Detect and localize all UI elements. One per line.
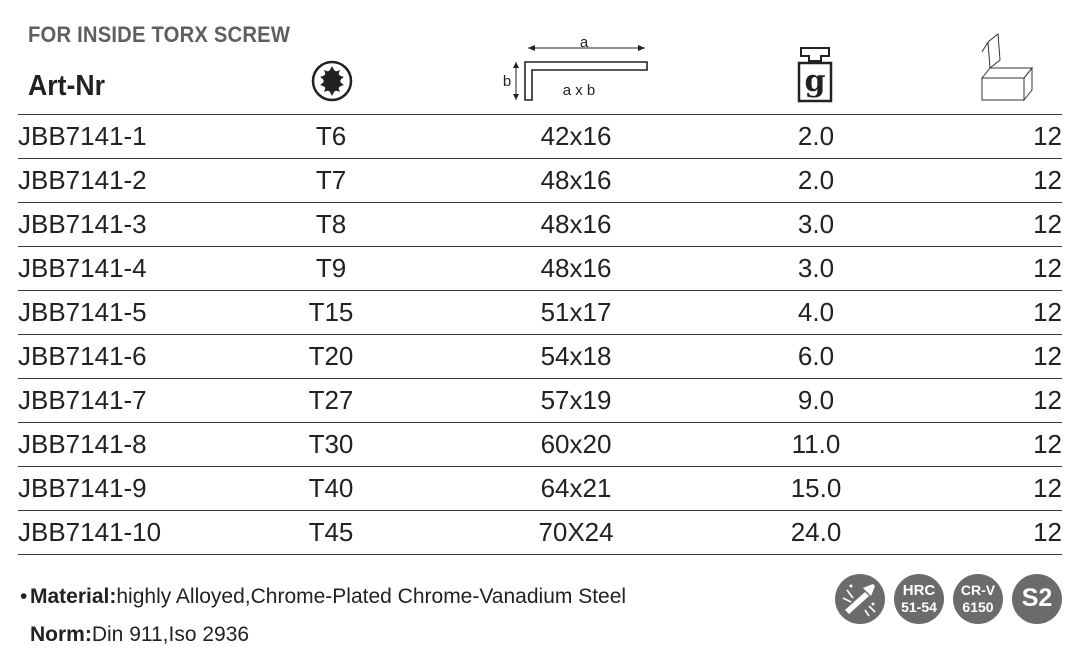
quantity-cell: 12 [886, 422, 1062, 467]
material-value: highly Alloyed,Chrome-Plated Chrome-Vana… [116, 585, 627, 608]
material-label: Material: [30, 585, 117, 608]
table-row: JBB7141-10 T45 70X24 24.0 12 [18, 510, 1062, 555]
feature-badges: HRC 51-54 CR-V 6150 S2 [835, 574, 1065, 626]
torx-size-cell: T6 [256, 114, 406, 159]
quantity-cell: 12 [886, 510, 1062, 555]
table-row: JBB7141-7 T27 57x19 9.0 12 [18, 378, 1062, 423]
art-nr-cell: JBB7141-6 [18, 334, 256, 379]
dim-axb-label: a x b [563, 82, 596, 99]
table-row: JBB7141-8 T30 60x20 11.0 12 [18, 422, 1062, 467]
weight-cell: 11.0 [746, 422, 886, 467]
torx-size-cell: T15 [256, 290, 406, 335]
table-row: JBB7141-9 T40 64x21 15.0 12 [18, 466, 1062, 511]
dim-b-label: b [503, 73, 511, 90]
weight-cell: 15.0 [746, 466, 886, 511]
weight-icon: g [797, 47, 833, 103]
dim-a-label: a [580, 34, 589, 51]
crv-badge-bottom: 6150 [962, 599, 994, 615]
crv-badge: CR-V 6150 [953, 574, 1003, 624]
tool-sparks-icon [842, 584, 876, 617]
quantity-cell: 12 [886, 466, 1062, 511]
torx-size-cell: T27 [256, 378, 406, 423]
weight-cell: 2.0 [746, 114, 886, 159]
torx-size-cell: T45 [256, 510, 406, 555]
spec-table: JBB7141-1 T6 42x16 2.0 12 JBB7141-2 T7 4… [18, 114, 1062, 555]
quantity-cell: 12 [886, 114, 1062, 159]
weight-letter: g [805, 64, 826, 99]
weight-cell: 3.0 [746, 246, 886, 291]
weight-cell: 9.0 [746, 378, 886, 423]
dimension-cell: 48x16 [406, 246, 746, 291]
quantity-cell: 12 [886, 246, 1062, 291]
weight-cell: 2.0 [746, 158, 886, 203]
torx-star-icon [311, 60, 353, 102]
art-nr-cell: JBB7141-5 [18, 290, 256, 335]
table-row: JBB7141-2 T7 48x16 2.0 12 [18, 158, 1062, 203]
torx-size-cell: T8 [256, 202, 406, 247]
table-row: JBB7141-5 T15 51x17 4.0 12 [18, 290, 1062, 335]
weight-cell: 24.0 [746, 510, 886, 555]
product-notes: • Material:highly Alloyed,Chrome-Plated C… [20, 585, 626, 661]
s2-badge-text: S2 [1021, 584, 1053, 612]
dimension-cell: 60x20 [406, 422, 746, 467]
dimension-cell: 57x19 [406, 378, 746, 423]
quantity-cell: 12 [886, 334, 1062, 379]
weight-cell: 3.0 [746, 202, 886, 247]
material-note: • Material:highly Alloyed,Chrome-Plated C… [20, 585, 626, 623]
torx-size-cell: T7 [256, 158, 406, 203]
dimension-cell: 42x16 [406, 114, 746, 159]
quantity-cell: 12 [886, 378, 1062, 423]
crv-badge-top: CR-V [960, 582, 996, 598]
box-icon [980, 33, 1034, 102]
dimension-cell: 70X24 [406, 510, 746, 555]
tool-sparks-badge [835, 574, 885, 624]
dimension-cell: 48x16 [406, 202, 746, 247]
l-key-dimension-icon: a b a x b [503, 34, 648, 101]
norm-note: Norm:Din 911,Iso 2936 [20, 623, 626, 661]
torx-size-cell: T30 [256, 422, 406, 467]
table-row: JBB7141-3 T8 48x16 3.0 12 [18, 202, 1062, 247]
torx-size-cell: T9 [256, 246, 406, 291]
art-nr-cell: JBB7141-8 [18, 422, 256, 467]
art-nr-cell: JBB7141-3 [18, 202, 256, 247]
quantity-cell: 12 [886, 158, 1062, 203]
torx-size-cell: T20 [256, 334, 406, 379]
weight-cell: 4.0 [746, 290, 886, 335]
norm-value: Din 911,Iso 2936 [91, 623, 250, 646]
art-nr-cell: JBB7141-2 [18, 158, 256, 203]
table-row: JBB7141-4 T9 48x16 3.0 12 [18, 246, 1062, 291]
dimension-cell: 51x17 [406, 290, 746, 335]
art-nr-cell: JBB7141-9 [18, 466, 256, 511]
table-row: JBB7141-1 T6 42x16 2.0 12 [18, 114, 1062, 159]
art-nr-cell: JBB7141-10 [18, 510, 256, 555]
quantity-cell: 12 [886, 290, 1062, 335]
art-nr-cell: JBB7141-1 [18, 114, 256, 159]
quantity-cell: 12 [886, 202, 1062, 247]
hrc-badge-bottom: 51-54 [901, 599, 937, 615]
art-nr-header: Art-Nr [28, 70, 106, 102]
s2-badge: S2 [1012, 574, 1062, 624]
page-title: FOR INSIDE TORX SCREW [28, 22, 291, 47]
hrc-badge-top: HRC [902, 582, 936, 599]
table-row: JBB7141-6 T20 54x18 6.0 12 [18, 334, 1062, 379]
hrc-badge: HRC 51-54 [894, 574, 944, 624]
bullet-icon: • [20, 585, 28, 608]
dimension-cell: 64x21 [406, 466, 746, 511]
torx-size-cell: T40 [256, 466, 406, 511]
art-nr-cell: JBB7141-7 [18, 378, 256, 423]
dimension-cell: 54x18 [406, 334, 746, 379]
weight-cell: 6.0 [746, 334, 886, 379]
art-nr-cell: JBB7141-4 [18, 246, 256, 291]
norm-label: Norm: [30, 623, 92, 646]
dimension-cell: 48x16 [406, 158, 746, 203]
